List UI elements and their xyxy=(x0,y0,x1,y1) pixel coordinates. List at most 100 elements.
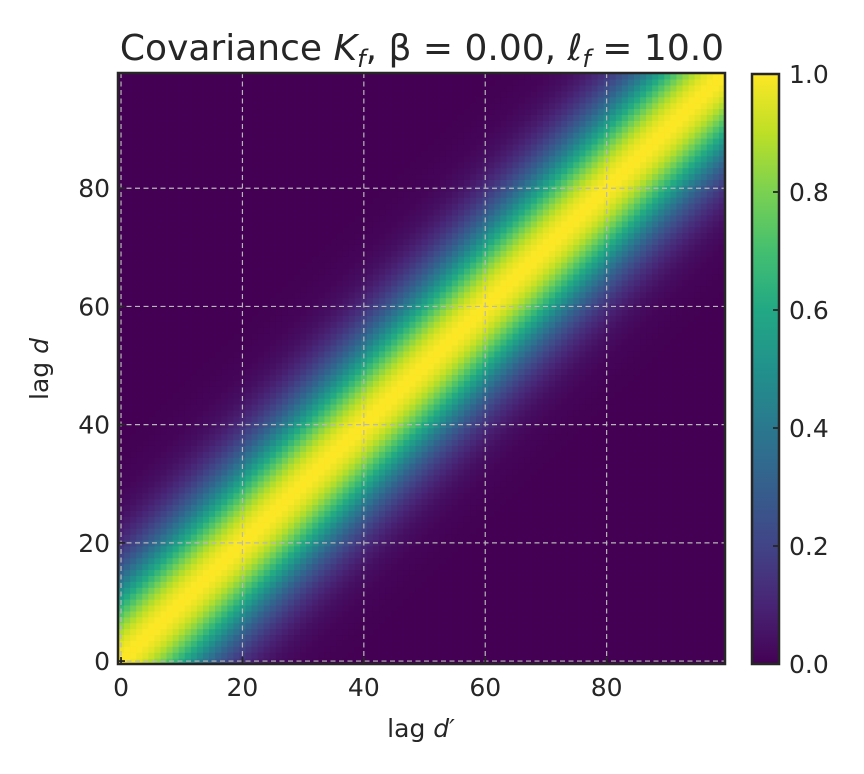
heatmap-cell xyxy=(676,398,684,405)
heatmap-cell xyxy=(166,598,174,606)
heatmap-cell xyxy=(567,374,574,381)
heatmap-cell xyxy=(427,522,435,529)
heatmap-cell xyxy=(130,498,137,506)
heatmap-cell xyxy=(294,486,301,494)
heatmap-cell xyxy=(178,598,186,606)
heatmap-cell xyxy=(409,652,417,659)
heatmap-cell xyxy=(579,427,586,435)
heatmap-cell xyxy=(287,646,295,653)
heatmap-cell xyxy=(512,445,520,452)
heatmap-cell xyxy=(136,415,143,423)
heatmap-cell xyxy=(263,563,271,571)
heatmap-cell xyxy=(506,463,514,470)
heatmap-cell xyxy=(154,392,162,399)
heatmap-cell xyxy=(597,415,605,423)
heatmap-cell xyxy=(391,386,398,393)
heatmap-cell xyxy=(354,374,362,381)
heatmap-cell xyxy=(336,439,344,446)
heatmap-cell xyxy=(718,563,726,571)
heatmap-cell xyxy=(202,634,210,641)
heatmap-cell xyxy=(664,439,671,446)
heatmap-cell xyxy=(597,486,605,494)
heatmap-cell xyxy=(233,468,240,476)
heatmap-cell xyxy=(706,658,714,665)
heatmap-cell xyxy=(573,457,580,464)
heatmap-cell xyxy=(306,557,313,565)
heatmap-cell xyxy=(172,403,180,411)
heatmap-cell xyxy=(658,380,665,387)
heatmap-cell xyxy=(239,604,247,612)
heatmap-cell xyxy=(136,598,143,606)
heatmap-cell xyxy=(415,616,423,624)
heatmap-cell xyxy=(542,457,550,464)
heatmap-cell xyxy=(160,392,168,399)
heatmap-cell xyxy=(658,545,665,553)
heatmap-cell xyxy=(118,451,125,458)
heatmap-cell xyxy=(433,528,441,535)
heatmap-cell xyxy=(427,587,435,594)
heatmap-cell xyxy=(445,480,453,488)
heatmap-cell xyxy=(360,610,368,618)
heatmap-cell xyxy=(488,616,495,624)
heatmap-cell xyxy=(421,640,429,647)
heatmap-cell xyxy=(670,427,678,435)
heatmap-cell xyxy=(621,409,629,417)
heatmap-cell xyxy=(184,545,192,553)
heatmap-cell xyxy=(463,403,471,411)
heatmap-cell xyxy=(202,604,210,612)
heatmap-cell xyxy=(512,528,520,535)
heatmap-cell xyxy=(463,522,471,529)
heatmap-cell xyxy=(621,533,629,541)
heatmap-cell xyxy=(670,374,678,381)
heatmap-cell xyxy=(190,427,198,435)
heatmap-cell xyxy=(372,551,380,559)
heatmap-cell xyxy=(397,616,404,624)
heatmap-cell xyxy=(682,622,690,630)
heatmap-cell xyxy=(652,522,659,529)
heatmap-cell xyxy=(348,403,356,411)
heatmap-cell xyxy=(658,634,665,641)
heatmap-cell xyxy=(463,604,471,612)
heatmap-cell xyxy=(621,368,629,376)
heatmap-cell xyxy=(427,386,435,393)
heatmap-cell xyxy=(664,368,671,376)
heatmap-cell xyxy=(530,510,538,517)
heatmap-cell xyxy=(415,403,423,411)
heatmap-cell xyxy=(524,480,532,488)
heatmap-cell xyxy=(379,640,386,647)
heatmap-cell xyxy=(257,516,265,523)
heatmap-cell xyxy=(257,415,265,423)
heatmap-cell xyxy=(646,563,653,571)
heatmap-cell xyxy=(160,403,168,411)
heatmap-cell xyxy=(530,598,538,606)
heatmap-cell xyxy=(130,545,137,553)
heatmap-cell xyxy=(524,522,532,529)
heatmap-cell xyxy=(348,445,356,452)
heatmap-cell xyxy=(306,634,313,641)
heatmap-cell xyxy=(646,409,653,417)
heatmap-cell xyxy=(178,439,186,446)
heatmap-cell xyxy=(415,575,423,582)
heatmap-cell xyxy=(148,551,156,559)
heatmap-cell xyxy=(536,510,544,517)
heatmap-cell xyxy=(555,545,562,553)
heatmap-cell xyxy=(439,380,447,387)
heatmap-cell xyxy=(233,522,240,529)
heatmap-cell xyxy=(530,563,538,571)
heatmap-cell xyxy=(306,616,313,624)
heatmap-cell xyxy=(215,409,222,417)
heatmap-cell xyxy=(227,551,234,559)
heatmap-cell xyxy=(287,392,295,399)
heatmap-cell xyxy=(518,652,526,659)
heatmap-cell xyxy=(548,616,556,624)
heatmap-cell xyxy=(573,575,580,582)
heatmap-cell xyxy=(530,468,538,476)
heatmap-cell xyxy=(318,439,325,446)
heatmap-cell xyxy=(269,551,277,559)
heatmap-cell xyxy=(251,533,259,541)
heatmap-cell xyxy=(294,522,301,529)
heatmap-cell xyxy=(712,480,720,488)
heatmap-cell xyxy=(609,498,617,506)
heatmap-cell xyxy=(706,634,714,641)
heatmap-cell xyxy=(646,451,653,458)
